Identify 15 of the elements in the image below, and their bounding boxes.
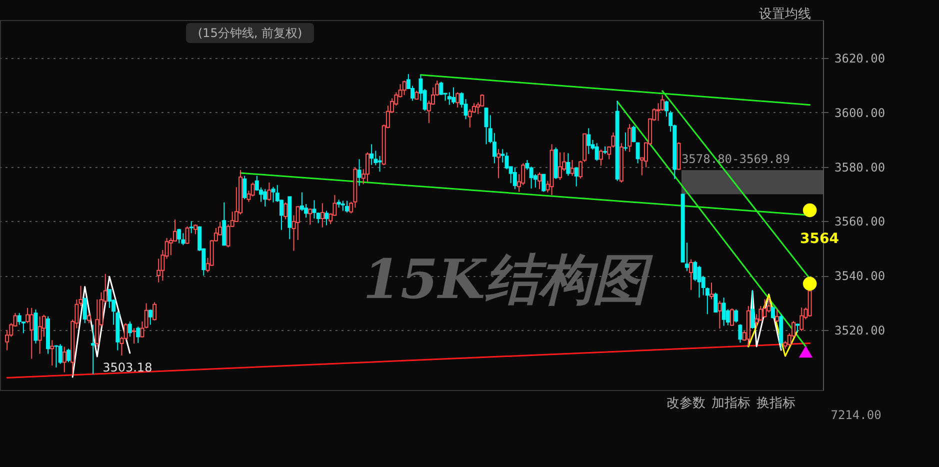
y-tick-label: 3520.00 [834,323,886,338]
annotation: 15K结构图 [362,247,654,311]
text: 加指标 [712,396,750,411]
y-tick-label: 3540.00 [834,269,886,284]
y-tick-label: 3620.00 [834,52,886,66]
annotation: 3503.18 [102,360,152,375]
y-tick-label: 3560.00 [834,214,886,229]
text: 改参数 [666,396,706,411]
annotation: (15分钟线, 前复权) [198,26,302,40]
y-tick-label: 3600.00 [834,106,886,120]
annotation: 设置均线 [759,7,811,22]
y-tick-label: 3580.00 [834,160,886,174]
text: 7214.00 [830,408,882,422]
annotation: 3564 [800,231,840,247]
text: 换指标 [756,396,796,411]
